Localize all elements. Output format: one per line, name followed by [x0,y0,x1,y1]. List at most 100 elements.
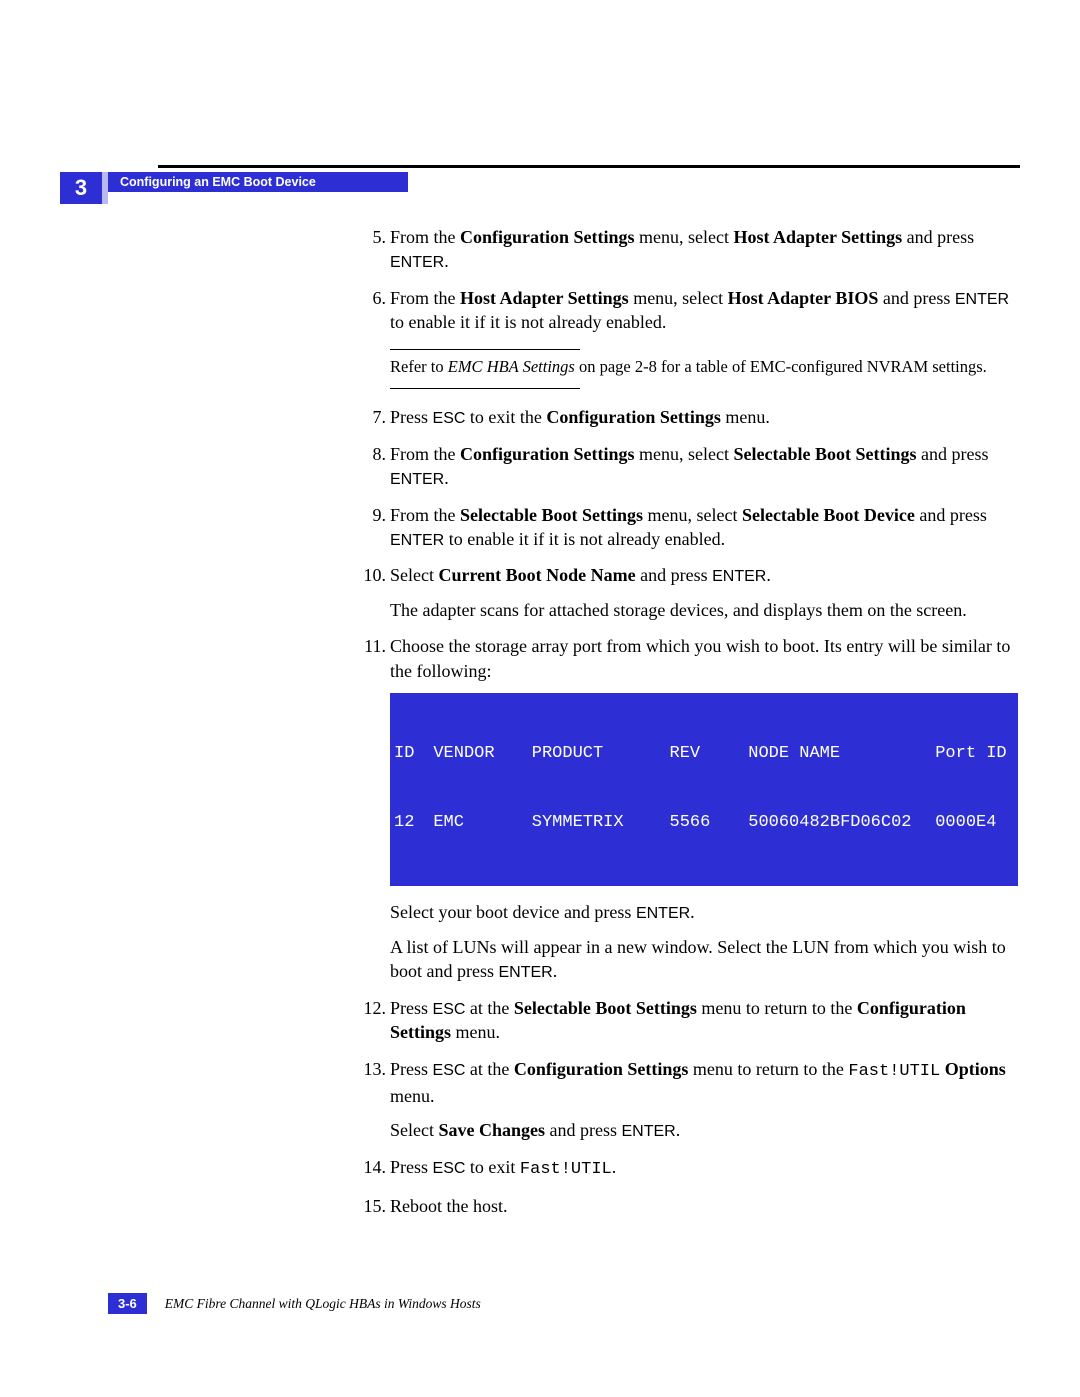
bold-term: Selectable Boot Settings [460,505,643,525]
col-header: NODE NAME [748,743,935,766]
section-title-bar: Configuring an EMC Boot Device [108,172,408,192]
step-number: 15. [360,1194,386,1218]
step-6: 6. From the Host Adapter Settings menu, … [360,286,1020,389]
text: Press [390,1157,433,1177]
key-label: ENTER [636,905,690,922]
text: menu to return to the [697,998,857,1018]
text: and press [902,227,974,247]
cell: SYMMETRIX [532,812,670,835]
step-7: 7. Press ESC to exit the Configuration S… [360,405,1020,430]
cell: EMC [433,812,531,835]
text: . [690,902,695,922]
step-number: 10. [360,563,386,587]
step-9: 9. From the Selectable Boot Settings men… [360,503,1020,552]
bold-term: Configuration Settings [546,407,721,427]
step-number: 6. [360,286,386,310]
paragraph: Reboot the host. [390,1194,1020,1218]
text: Press [390,1059,433,1079]
text: menu, select [643,505,742,525]
text: From the [390,505,460,525]
text: From the [390,444,460,464]
top-rule [158,165,1020,168]
text: . [444,251,449,271]
step-number: 11. [360,634,386,658]
step-13: 13. Press ESC at the Configuration Setti… [360,1057,1020,1143]
text: and press [915,505,987,525]
key-label: ESC [433,1001,466,1018]
key-label: ENTER [955,291,1009,308]
text: and press [636,565,712,585]
text: at the [465,1059,513,1079]
mono-term: Fast!UTIL [520,1160,612,1179]
text: Press [390,407,433,427]
text: to exit [465,1157,520,1177]
bold-term: Selectable Boot Device [742,505,915,525]
step-number: 12. [360,996,386,1020]
step-12: 12. Press ESC at the Selectable Boot Set… [360,996,1020,1045]
body-content: 5. From the Configuration Settings menu,… [360,225,1020,1230]
bold-term: Host Adapter BIOS [728,288,879,308]
step-number: 7. [360,405,386,429]
key-label: ENTER [621,1123,675,1140]
text: . [444,468,449,488]
paragraph: Choose the storage array port from which… [390,634,1020,683]
text: to enable it if it is not already enable… [444,529,725,549]
terminal-header-row: ID VENDOR PRODUCT REV NODE NAME Port ID [394,743,1012,766]
text: menu, select [635,444,734,464]
italic-ref: EMC HBA Settings [448,357,575,376]
col-header: Port ID [935,743,1012,766]
key-label: ENTER [390,471,444,488]
key-label: ESC [433,1160,466,1177]
text: and press [916,444,988,464]
text: Select [390,1120,438,1140]
text: menu, select [629,288,728,308]
note-text: Refer to EMC HBA Settings on page 2-8 fo… [390,356,1020,378]
step-10: 10. Select Current Boot Node Name and pr… [360,563,1020,622]
text: From the [390,288,460,308]
text: menu. [721,407,770,427]
text: at the [465,998,513,1018]
col-header: REV [670,743,749,766]
step-15: 15. Reboot the host. [360,1194,1020,1218]
text: Select your boot device and press [390,902,636,922]
step-8: 8. From the Configuration Settings menu,… [360,442,1020,491]
step-14: 14. Press ESC to exit Fast!UTIL. [360,1155,1020,1182]
bold-term: Options [940,1059,1006,1079]
terminal-output: ID VENDOR PRODUCT REV NODE NAME Port ID … [390,693,1018,887]
bold-term: Current Boot Node Name [438,565,635,585]
cell: 12 [394,812,433,835]
step-number: 9. [360,503,386,527]
key-label: ENTER [390,254,444,271]
step-number: 13. [360,1057,386,1081]
col-header: ID [394,743,433,766]
text: menu, select [635,227,734,247]
key-label: ENTER [712,568,766,585]
chapter-number-tab: 3 [60,172,102,204]
text: A list of LUNs will appear in a new wind… [390,937,1006,981]
col-header: PRODUCT [532,743,670,766]
text: Select [390,565,438,585]
mono-term: Fast!UTIL [848,1062,940,1081]
bold-term: Configuration Settings [460,227,635,247]
bold-term: Configuration Settings [460,444,635,464]
key-label: ENTER [390,532,444,549]
text: . [612,1157,617,1177]
key-label: ENTER [498,964,552,981]
text: to exit the [465,407,546,427]
step-11: 11. Choose the storage array port from w… [360,634,1020,984]
bold-term: Selectable Boot Settings [514,998,697,1018]
bold-term: Save Changes [438,1120,545,1140]
step-number: 14. [360,1155,386,1179]
bold-term: Host Adapter Settings [733,227,902,247]
text: Press [390,998,433,1018]
text: Refer to [390,357,448,376]
book-title: EMC Fibre Channel with QLogic HBAs in Wi… [165,1296,481,1311]
text: menu. [390,1086,435,1106]
terminal-data-row: 12 EMC SYMMETRIX 5566 50060482BFD06C02 0… [394,812,1012,835]
bold-term: Selectable Boot Settings [733,444,916,464]
bold-term: Configuration Settings [514,1059,689,1079]
page-number-box: 3-6 [108,1293,147,1314]
text: . [676,1120,681,1140]
paragraph: The adapter scans for attached storage d… [390,598,1020,622]
text: on page 2-8 for a table of EMC-configure… [575,357,987,376]
